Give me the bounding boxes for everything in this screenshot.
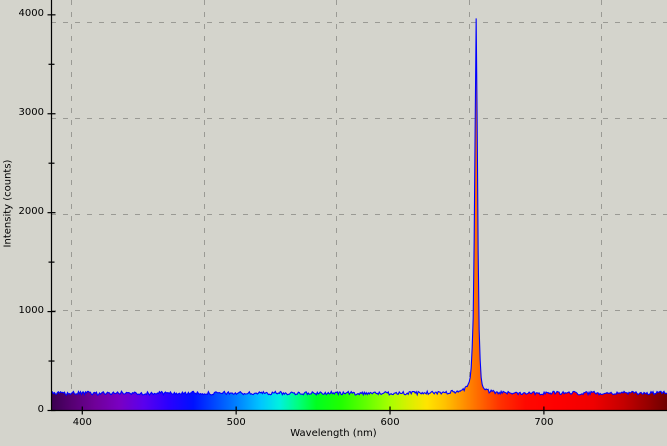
y-axis-title: Intensity (counts) [2, 159, 14, 248]
grid-horizontal [51, 22, 667, 311]
y-axis-ticks [47, 14, 56, 412]
y-tick-label: 3000 [18, 106, 44, 118]
y-tick-label: 0 [37, 403, 44, 415]
grid-vertical [71, 0, 602, 410]
x-axis-ticks [81, 406, 545, 415]
x-tick-label: 600 [380, 416, 400, 428]
x-axis-title: Wavelength (nm) [290, 428, 377, 439]
x-tick-label: 500 [226, 416, 246, 428]
x-tick-label: 700 [534, 416, 554, 428]
y-tick-label: 4000 [18, 7, 44, 19]
spectrum-fill-area [51, 18, 667, 411]
spectrum-trace-line [51, 18, 667, 397]
x-tick-label: 400 [72, 416, 92, 428]
axis-lines [50, 0, 667, 412]
y-tick-label: 2000 [18, 205, 44, 217]
y-tick-label: 1000 [18, 304, 44, 316]
